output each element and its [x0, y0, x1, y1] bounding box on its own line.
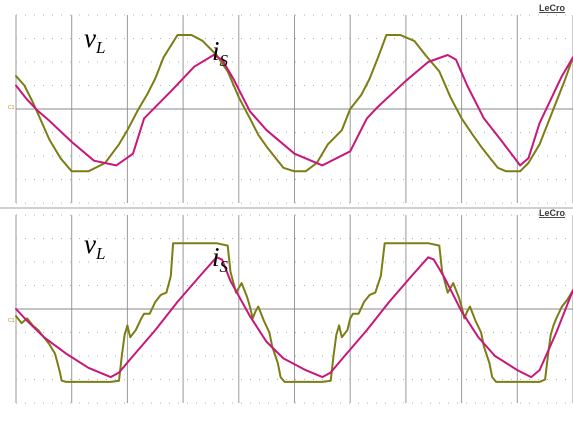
- trace-i_S: [15, 54, 573, 167]
- channel-marker: C1: [8, 318, 15, 324]
- trace-v_L: [15, 242, 573, 383]
- annotation-subscript: S: [220, 51, 229, 70]
- trace-v_L: [15, 34, 573, 173]
- trace-i_S: [15, 256, 573, 379]
- brand-label: LeCro: [539, 3, 566, 13]
- annotation-subscript: L: [95, 38, 105, 57]
- annotation-v_L: vL: [84, 229, 105, 263]
- channel-marker: C1: [8, 105, 15, 111]
- annotation-subscript: S: [220, 257, 229, 276]
- brand-label: LeCro: [539, 208, 566, 218]
- annotation-i_S: iS: [212, 36, 229, 70]
- annotation-v_L: vL: [84, 23, 105, 57]
- annotation-symbol: v: [84, 229, 96, 259]
- annotation-symbol: i: [212, 242, 220, 272]
- annotation-i_S: iS: [212, 242, 229, 276]
- annotation-subscript: L: [95, 244, 105, 263]
- annotation-symbol: v: [84, 23, 96, 53]
- annotation-symbol: i: [212, 36, 220, 66]
